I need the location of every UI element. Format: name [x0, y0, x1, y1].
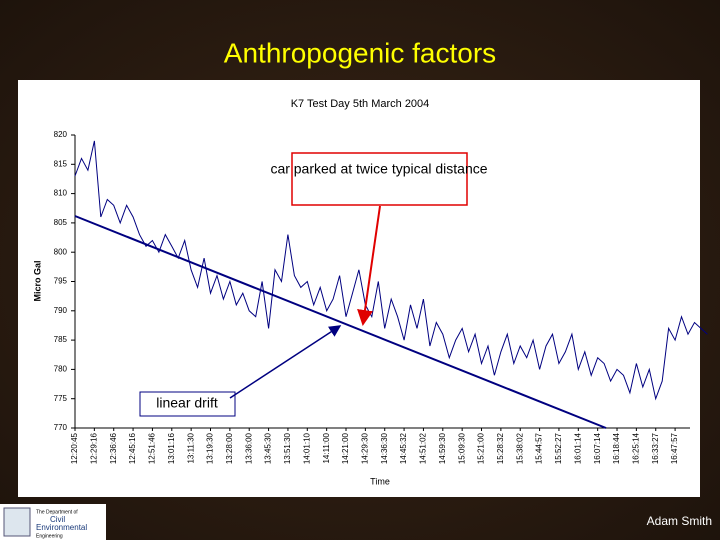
- x-tick-label: 16:33:27: [651, 432, 660, 464]
- y-tick-label: 810: [54, 189, 68, 198]
- chart-title: K7 Test Day 5th March 2004: [291, 98, 430, 110]
- y-tick-label: 785: [54, 335, 68, 344]
- annotation-box: [139, 391, 236, 417]
- x-tick-label: 12:36:46: [109, 432, 118, 464]
- y-tick-label: 780: [54, 365, 68, 374]
- annotation: car parked at twice typical distance: [270, 161, 487, 177]
- x-tick-label: 14:21:00: [341, 432, 350, 464]
- x-tick-label: 14:51:02: [419, 432, 428, 464]
- x-tick-label: 16:18:44: [612, 432, 621, 464]
- logo-text: Environmental: [36, 523, 87, 532]
- slide-title: Anthropogenic factors: [224, 37, 496, 68]
- x-tick-label: 15:44:57: [535, 432, 544, 464]
- logo-text: Engineering: [36, 533, 63, 539]
- y-tick-label: 795: [54, 277, 68, 286]
- x-tick-label: 15:21:00: [477, 432, 486, 464]
- x-tick-label: 15:52:27: [554, 432, 563, 464]
- x-tick-label: 12:20:45: [70, 432, 79, 464]
- logo-text: The Department of: [36, 509, 78, 515]
- x-tick-label: 12:29:16: [89, 432, 98, 464]
- x-axis-label: Time: [370, 476, 390, 486]
- annotation: linear drift: [156, 395, 218, 411]
- y-tick-label: 800: [54, 247, 68, 256]
- y-tick-label: 770: [54, 423, 68, 432]
- x-tick-label: 14:01:10: [302, 432, 311, 464]
- x-tick-label: 14:36:30: [380, 432, 389, 464]
- y-tick-label: 815: [54, 159, 68, 168]
- x-tick-label: 12:45:16: [128, 432, 137, 464]
- y-tick-label: 775: [54, 394, 68, 403]
- x-tick-label: 14:45:32: [399, 432, 408, 464]
- x-tick-label: 15:09:30: [457, 432, 466, 464]
- x-tick-label: 16:07:14: [593, 432, 602, 464]
- x-tick-label: 14:59:30: [438, 432, 447, 464]
- x-tick-label: 14:11:00: [322, 432, 331, 463]
- logo-text: Civil: [50, 515, 65, 524]
- y-tick-label: 805: [54, 218, 68, 227]
- x-tick-label: 13:51:30: [283, 432, 292, 464]
- x-tick-label: 13:11:30: [186, 432, 195, 463]
- y-tick-label: 790: [54, 306, 68, 315]
- annotation-box: [291, 152, 468, 206]
- author: Adam Smith: [647, 514, 712, 528]
- x-tick-label: 15:38:02: [515, 432, 524, 464]
- x-tick-label: 16:01:14: [573, 432, 582, 464]
- y-axis-label: Micro Gal: [32, 260, 42, 301]
- annotation-arrow: [357, 205, 381, 326]
- x-tick-label: 13:36:00: [244, 432, 253, 464]
- logo-crest: [3, 507, 31, 537]
- x-tick-label: 13:19:30: [206, 432, 215, 464]
- x-tick-label: 13:01:16: [167, 432, 176, 464]
- y-tick-label: 820: [54, 130, 68, 139]
- x-tick-label: 15:28:32: [496, 432, 505, 464]
- x-tick-label: 13:28:00: [225, 432, 234, 464]
- data-line: [74, 140, 708, 401]
- annotation-arrow: [229, 325, 342, 399]
- x-tick-label: 16:25:14: [631, 432, 640, 464]
- x-tick-label: 13:45:30: [264, 432, 273, 464]
- drift-line: [74, 215, 607, 429]
- x-tick-label: 14:29:30: [360, 432, 369, 464]
- x-tick-label: 16:47:57: [670, 432, 679, 464]
- x-tick-label: 12:51:46: [148, 432, 157, 464]
